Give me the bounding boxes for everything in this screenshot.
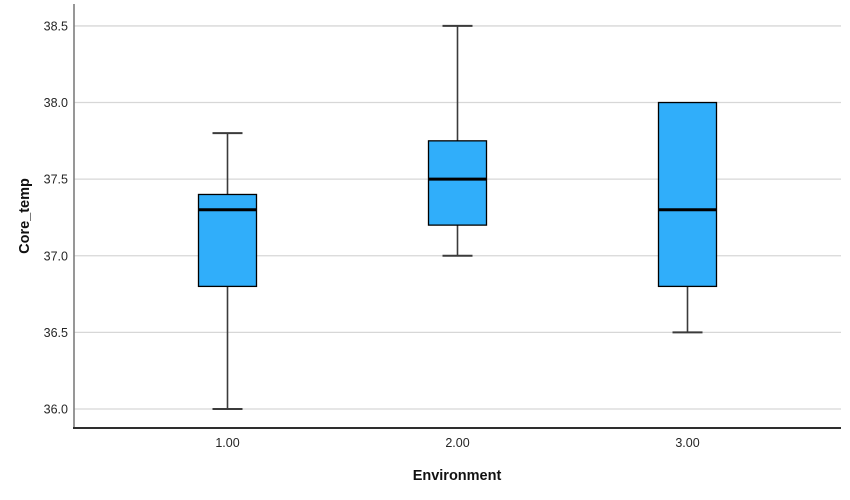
- y-tick-label: 36.5: [44, 326, 68, 340]
- x-tick-label: 2.00: [445, 436, 469, 450]
- y-tick-label: 37.5: [44, 173, 68, 187]
- x-tick-label: 1.00: [215, 436, 239, 450]
- y-tick-label: 38.0: [44, 96, 68, 110]
- y-tick-label: 37.0: [44, 249, 68, 263]
- box: [197, 193, 258, 288]
- y-axis-title: Core_temp: [17, 178, 33, 254]
- x-axis-title: Environment: [412, 468, 502, 484]
- x-tick-label: 3.00: [675, 436, 699, 450]
- y-tick-label: 38.5: [44, 19, 68, 33]
- box: [427, 140, 488, 226]
- y-tick-label: 36.0: [44, 402, 68, 416]
- box: [657, 101, 718, 288]
